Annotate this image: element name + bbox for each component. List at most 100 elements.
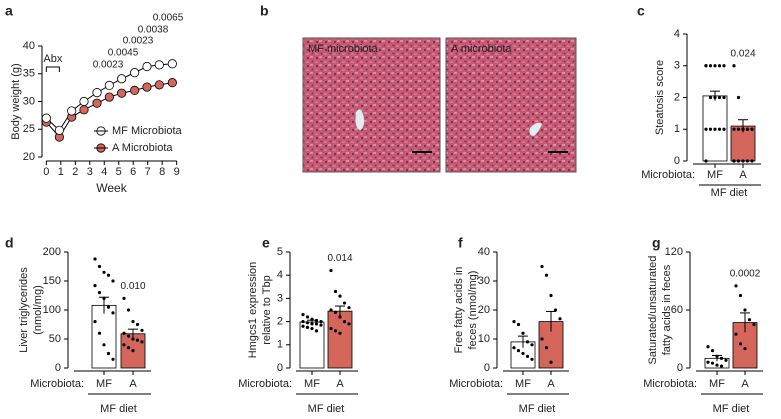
data-point — [92, 88, 102, 98]
micrograph — [445, 37, 577, 173]
legend-label: A Microbiota — [112, 142, 173, 154]
data-point — [131, 349, 135, 353]
y-tick-label: 20 — [23, 151, 35, 163]
x-axis-label: Week — [96, 181, 127, 195]
p-value: 0.0023 — [123, 36, 154, 47]
x-tick-label: 4 — [101, 166, 107, 178]
data-point — [736, 159, 741, 163]
x-tick-label: 7 — [145, 166, 151, 178]
data-point — [54, 125, 64, 135]
data-point — [310, 322, 314, 326]
data-point — [142, 61, 152, 72]
x-tick-label: A — [741, 378, 749, 390]
data-point — [305, 321, 310, 325]
x-tick-label: A — [739, 169, 747, 181]
data-point — [512, 346, 516, 350]
micrograph — [302, 37, 441, 173]
data-point — [111, 279, 115, 283]
data-point — [732, 127, 736, 131]
y-tick-label: 2 — [277, 316, 283, 328]
data-point — [305, 325, 310, 329]
data-point — [521, 331, 525, 335]
y-tick-label: 10 — [478, 333, 490, 345]
micrograph-label: MF microbiota — [308, 43, 379, 55]
p-value: 0.014 — [327, 253, 352, 264]
data-point — [131, 337, 135, 341]
data-point — [722, 95, 726, 100]
data-point — [140, 328, 144, 332]
data-point — [732, 159, 736, 163]
data-point — [140, 340, 144, 344]
data-point — [743, 308, 747, 312]
data-point — [131, 320, 135, 324]
p-value: 0.010 — [120, 281, 145, 292]
data-point — [135, 338, 140, 342]
data-point — [747, 318, 752, 322]
p-value: 0.0002 — [730, 268, 761, 279]
data-point — [525, 354, 530, 358]
data-point — [724, 358, 728, 362]
x-axis-label: Microbiota: — [238, 378, 292, 390]
y-tick-label: 60 — [671, 304, 683, 316]
data-point — [736, 95, 741, 100]
data-point — [734, 284, 738, 288]
vessel — [529, 122, 542, 136]
data-point — [710, 349, 715, 353]
y-tick-label: 3 — [277, 292, 283, 304]
legend-label: MF Microbiota — [112, 125, 183, 137]
data-point — [126, 308, 131, 312]
data-point — [305, 315, 310, 319]
y-tick-label: 1 — [674, 123, 680, 135]
data-point — [154, 80, 164, 90]
data-point — [540, 264, 544, 269]
y-axis-label: fatty acids in feces — [661, 264, 673, 355]
y-tick-label: 5 — [277, 246, 283, 258]
data-point — [135, 322, 140, 327]
data-point — [301, 324, 305, 328]
data-point — [713, 64, 717, 68]
data-point — [310, 317, 314, 321]
data-point — [704, 64, 708, 68]
data-point — [342, 320, 347, 324]
x-axis-label: Microbiota: — [30, 378, 84, 390]
data-point — [717, 95, 722, 100]
data-point — [104, 80, 114, 91]
data-point — [516, 349, 521, 353]
y-tick-label: 25 — [23, 123, 35, 135]
data-point — [167, 59, 177, 69]
data-point — [117, 74, 127, 84]
data-point — [738, 293, 743, 298]
data-point — [102, 343, 106, 347]
data-point — [122, 343, 126, 347]
data-point — [347, 322, 351, 326]
data-point — [704, 127, 708, 131]
p-value: 0.0038 — [138, 25, 169, 36]
data-point — [722, 64, 726, 68]
y-tick-label: 40 — [23, 40, 35, 52]
data-point — [713, 127, 717, 131]
data-point — [79, 96, 89, 107]
x-tick-label: MF — [709, 378, 725, 390]
data-point — [97, 291, 102, 295]
data-point — [93, 284, 97, 288]
data-point — [704, 159, 708, 163]
data-point — [708, 95, 713, 100]
data-point — [79, 105, 89, 115]
y-axis-label: Liver triglycerides — [18, 267, 30, 353]
data-point — [41, 113, 51, 123]
data-point — [338, 315, 342, 319]
p-value: 0.0023 — [93, 60, 124, 71]
data-point — [126, 346, 131, 350]
data-point — [106, 351, 111, 356]
data-point — [310, 326, 314, 331]
y-tick-label: 0 — [677, 362, 683, 374]
group-label: MF diet — [100, 403, 137, 415]
data-point — [530, 343, 534, 347]
panel-letter: b — [260, 3, 269, 19]
data-point — [102, 270, 106, 274]
data-point — [750, 127, 754, 131]
x-tick-label: MF — [96, 378, 112, 390]
group-label: MF diet — [519, 403, 556, 415]
bar — [732, 322, 758, 369]
